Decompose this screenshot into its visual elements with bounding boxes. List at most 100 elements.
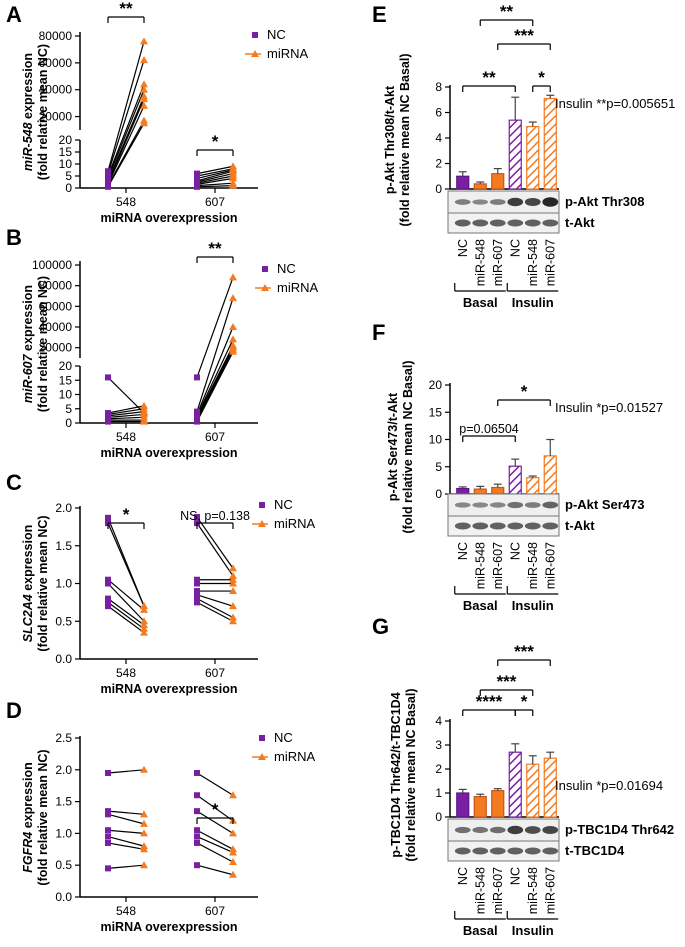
significance-label: * <box>538 68 545 87</box>
mirna-point <box>140 621 148 629</box>
paired-line <box>107 98 145 184</box>
y-tick-label: 2.5 <box>55 731 72 745</box>
significance-label: p=0.06504 <box>459 422 518 436</box>
paired-line <box>107 89 145 179</box>
blot-band <box>524 502 541 508</box>
legend-mirna-marker <box>251 50 259 57</box>
category-label-group: NC <box>456 867 470 885</box>
paired-line <box>107 413 145 418</box>
blot-band <box>454 826 471 834</box>
category-label: miR-548 <box>526 867 540 914</box>
paired-line <box>107 583 145 622</box>
significance-label: ** <box>500 2 514 21</box>
y-tick-label: 3 <box>435 738 442 752</box>
paired-line <box>196 794 234 822</box>
paired-line <box>196 772 234 796</box>
category-label-group: miR-607 <box>491 542 505 589</box>
blot-band <box>489 219 506 227</box>
nc-point <box>194 862 200 869</box>
y-axis-label-part: miR-607 <box>21 353 35 403</box>
nc-point <box>105 580 111 587</box>
blot-label-total: t-Akt <box>565 518 595 533</box>
bar-basal <box>491 173 505 190</box>
y-axis-label-part: miR-548 <box>21 122 35 171</box>
blot-label-phospho: p-Akt Ser473 <box>565 497 644 512</box>
paired-line <box>107 416 145 420</box>
category-label: NC <box>508 867 522 885</box>
paired-line <box>196 297 234 412</box>
mirna-point <box>140 409 148 417</box>
blot-band <box>507 847 524 855</box>
mirna-point <box>140 829 148 837</box>
panel-label: A <box>6 2 22 27</box>
y-tick-label: 20 <box>429 378 443 392</box>
mirna-point <box>140 628 148 636</box>
mirna-point <box>229 162 237 170</box>
y-axis-label: miR-548 expression (fold relative mean NC… <box>21 44 50 180</box>
bar-basal <box>473 488 487 495</box>
y-axis-label-line1: p-Akt Thr308/t-Akt <box>383 85 397 194</box>
category-label-group: miR-607 <box>491 867 505 914</box>
nc-point <box>194 833 200 840</box>
mirna-point <box>229 791 237 799</box>
y-tick-label: 20000 <box>39 341 73 355</box>
x-tick-label: 548 <box>116 666 136 680</box>
category-label: miR-607 <box>543 239 557 286</box>
mirna-point <box>140 602 148 610</box>
nc-point <box>194 769 200 776</box>
y-tick-label: 4 <box>435 131 442 145</box>
nc-point <box>194 374 200 381</box>
y-tick-label: 20000 <box>39 110 73 124</box>
group-label-basal: Basal <box>463 295 498 310</box>
paired-line <box>107 836 145 847</box>
legend-nc-marker <box>252 32 258 38</box>
nc-point <box>105 595 111 602</box>
nc-point <box>194 599 200 606</box>
y-axis-label-line2: (fold relative mean NC Basal) <box>404 689 418 862</box>
blot-band <box>454 199 471 205</box>
y-tick-label: 15 <box>59 373 73 387</box>
paired-line <box>196 185 234 188</box>
significance-label: * <box>521 692 528 711</box>
significance-label: * <box>212 132 219 151</box>
mirna-point <box>229 571 237 579</box>
mirna-point <box>229 617 237 625</box>
panel-label: C <box>6 470 22 495</box>
paired-line <box>196 601 234 622</box>
nc-point <box>194 576 200 583</box>
y-axis-label-line1: FGFR4 expression <box>21 762 35 872</box>
y-tick-label: 2.0 <box>55 763 72 777</box>
group-label-insulin: Insulin <box>512 923 554 938</box>
paired-line <box>196 169 234 179</box>
group-label-basal: Basal <box>463 598 498 613</box>
insulin-p-value: Insulin *p=0.01694 <box>555 778 663 793</box>
mirna-point <box>229 341 237 349</box>
category-label: miR-548 <box>473 239 487 286</box>
y-axis-label-part: FGFR4 <box>21 832 35 873</box>
y-axis-label: miR-607 expression (fold relative mean NC… <box>21 276 50 412</box>
x-axis-title: miRNA overexpression <box>100 682 237 696</box>
y-tick-label: 10 <box>59 388 73 402</box>
mirna-point <box>229 858 237 866</box>
paired-line <box>107 41 145 172</box>
paired-line <box>196 522 234 577</box>
paired-line <box>196 165 234 175</box>
paired-line <box>107 96 145 182</box>
paired-line <box>196 829 234 850</box>
panel-label: E <box>372 2 387 27</box>
nc-point <box>194 591 200 598</box>
y-axis-label-line1: p-TBC1D4 Thr642/t-TBC1D4 <box>389 692 403 857</box>
nc-point <box>105 576 111 583</box>
x-tick-label: 548 <box>116 430 136 444</box>
bar-basal <box>456 487 470 495</box>
y-axis-label-line2: (fold relative mean NC) <box>36 749 50 885</box>
legend-nc-marker <box>259 735 265 741</box>
category-label: miR-607 <box>543 867 557 914</box>
legend-nc-label: NC <box>277 261 296 276</box>
blot-band <box>489 522 506 530</box>
y-axis-label-line2: (fold relative mean NC) <box>36 44 50 180</box>
bar-insulin <box>508 465 522 495</box>
category-label-group: miR-607 <box>543 239 557 286</box>
bar-insulin <box>508 119 522 190</box>
x-axis-title: miRNA overexpression <box>100 211 237 225</box>
